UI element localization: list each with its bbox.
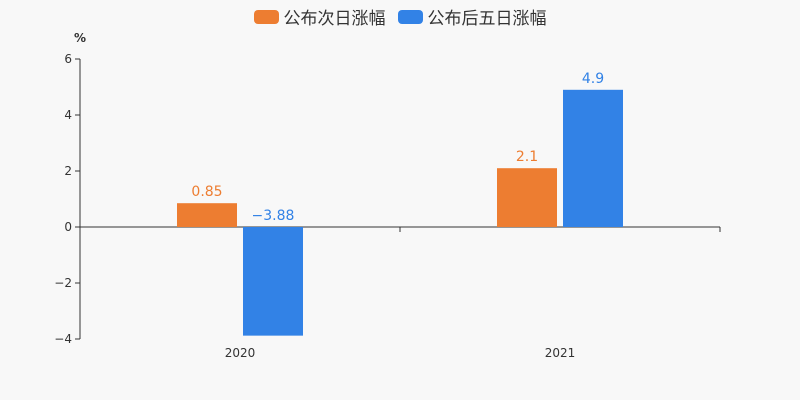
- y-tick-label: −4: [54, 332, 72, 346]
- y-tick-label: 6: [64, 52, 72, 66]
- x-tick-label: 2021: [545, 346, 576, 360]
- legend-swatch-series-1: [253, 9, 279, 24]
- legend: 公布次日涨幅 公布后五日涨幅: [0, 4, 800, 29]
- bar-2020-series-1: [177, 203, 237, 227]
- bar-2021-series-1: [497, 168, 557, 227]
- bar-2021-series-2: [563, 89, 623, 227]
- legend-label-series-2: 公布后五日涨幅: [427, 9, 547, 29]
- legend-item-series-1[interactable]: 公布次日涨幅: [253, 4, 386, 29]
- legend-label-series-1: 公布次日涨幅: [283, 9, 386, 29]
- y-tick-label: 2: [64, 164, 72, 178]
- legend-item-series-2[interactable]: 公布后五日涨幅: [397, 4, 547, 29]
- y-tick-label: 0: [64, 220, 72, 234]
- y-tick-label: 4: [64, 108, 72, 122]
- data-label: 2.1: [516, 149, 538, 165]
- y-axis-unit-label: %: [74, 31, 86, 45]
- y-tick-label: −2: [54, 276, 72, 290]
- bar-2020-series-2: [243, 227, 303, 336]
- data-label: −3.88: [252, 208, 295, 224]
- x-tick-label: 2020: [225, 346, 256, 360]
- legend-swatch-series-2: [397, 9, 423, 24]
- data-label: 4.9: [582, 71, 604, 87]
- data-label: 0.85: [191, 184, 222, 200]
